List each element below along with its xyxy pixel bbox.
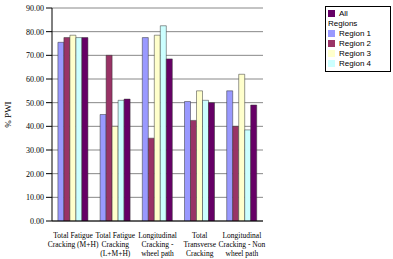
- svg-text:10.00: 10.00: [26, 193, 44, 202]
- svg-text:40.00: 40.00: [26, 122, 44, 131]
- svg-text:TotalTransverseCracking: TotalTransverseCracking: [183, 231, 216, 258]
- svg-text:70.00: 70.00: [26, 51, 44, 60]
- html-text:All Regions: All Regions: [328, 9, 358, 28]
- html-text:Region 1: Region 1: [339, 29, 371, 38]
- svg-text:80.00: 80.00: [26, 28, 44, 37]
- svg-text:LongitudinalCracking -wheel pa: LongitudinalCracking -wheel path: [138, 231, 177, 258]
- svg-text:0.00: 0.00: [30, 217, 44, 226]
- svg-text:30.00: 30.00: [26, 146, 44, 155]
- svg-text:60.00: 60.00: [26, 75, 44, 84]
- svg-text:% PWI: % PWI: [8, 101, 13, 127]
- svg-text:50.00: 50.00: [26, 99, 44, 108]
- svg-text:Total FatigueCracking(L+M+H): Total FatigueCracking(L+M+H): [95, 231, 135, 258]
- svg-text:20.00: 20.00: [26, 170, 44, 179]
- svg-text:90.00: 90.00: [26, 4, 44, 13]
- html-text:Region 2: Region 2: [339, 39, 371, 48]
- svg-text:LongitudinalCracking - Nonwhee: LongitudinalCracking - Nonwheel path: [219, 231, 266, 258]
- html-text:Region 3: Region 3: [339, 49, 371, 58]
- svg-text:Total FatigueCracking (M+H): Total FatigueCracking (M+H): [48, 231, 99, 249]
- html-text:Region 4: Region 4: [339, 59, 371, 68]
